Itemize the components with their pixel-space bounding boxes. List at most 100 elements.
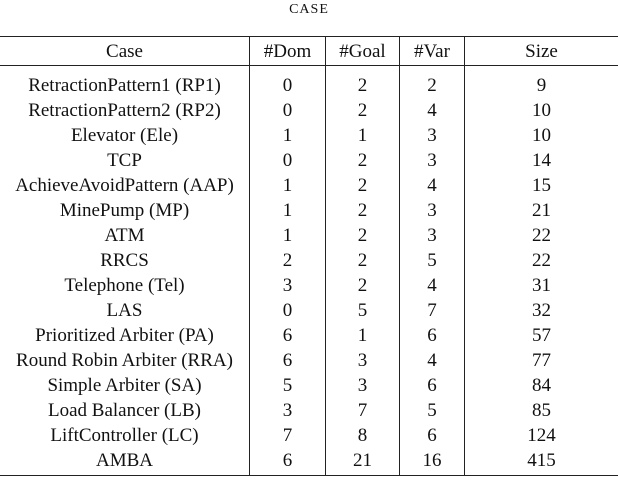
header-goal: #Goal [325,36,400,66]
table-row: LAS 0 5 7 32 [0,298,618,323]
header-size: Size [464,36,618,66]
cell-goal: 2 [325,273,400,298]
cell-var: 3 [399,198,465,223]
table-row: ATM 1 2 3 22 [0,223,618,248]
cell-var: 16 [399,448,465,476]
table-row: Round Robin Arbiter (RRA) 6 3 4 77 [0,348,618,373]
cell-case: Prioritized Arbiter (PA) [35,325,214,346]
table-row: LiftController (LC) 7 8 6 124 [0,423,618,448]
cell-dom: 0 [249,65,326,98]
cell-case: AMBA [95,450,153,471]
case-table: Case #Dom #Goal #Var Size RetractionPatt… [0,36,618,476]
cell-var: 5 [399,398,465,423]
cell-size: 21 [464,198,618,223]
cell-dom: 1 [249,123,326,148]
cell-var: 3 [399,148,465,173]
cell-case: Simple Arbiter (SA) [47,375,202,396]
cell-dom: 0 [249,148,326,173]
cell-goal: 1 [325,323,400,348]
cell-case: Load Balancer (LB) [48,400,201,421]
cell-var: 3 [399,223,465,248]
cell-size: 22 [464,223,618,248]
cell-case: Round Robin Arbiter (RRA) [16,350,233,371]
table-row: RetractionPattern2 (RP2) 0 2 4 10 [0,98,618,123]
cell-goal: 2 [325,65,400,98]
cell-size: 15 [464,173,618,198]
cell-case: LiftController (LC) [50,425,199,446]
cell-dom: 0 [249,298,326,323]
table-row: RRCS 2 2 5 22 [0,248,618,273]
cell-case: LAS [106,300,143,321]
cell-size: 10 [464,123,618,148]
cell-var: 4 [399,273,465,298]
cell-var: 3 [399,123,465,148]
cell-size: 415 [464,448,618,476]
cell-size: 22 [464,248,618,273]
cell-dom: 0 [249,98,326,123]
table-row: AMBA 6 21 16 415 [0,448,618,476]
cell-goal: 2 [325,223,400,248]
cell-size: 14 [464,148,618,173]
cell-var: 4 [399,348,465,373]
cell-goal: 8 [325,423,400,448]
cell-goal: 3 [325,373,400,398]
cell-size: 85 [464,398,618,423]
cell-var: 4 [399,98,465,123]
cell-case: ATM [104,225,145,246]
cell-goal: 7 [325,398,400,423]
cell-case: RetractionPattern1 (RP1) [28,75,221,96]
header-row: Case #Dom #Goal #Var Size [0,36,618,66]
cell-goal: 1 [325,123,400,148]
cell-size: 10 [464,98,618,123]
cell-size: 9 [464,65,618,98]
cell-dom: 6 [249,323,326,348]
cell-dom: 1 [249,173,326,198]
cell-goal: 2 [325,248,400,273]
cell-dom: 1 [249,198,326,223]
table-caption: CASE [289,2,329,17]
cell-dom: 7 [249,423,326,448]
cell-size: 77 [464,348,618,373]
cell-var: 7 [399,298,465,323]
cell-size: 124 [464,423,618,448]
table-row: Load Balancer (LB) 3 7 5 85 [0,398,618,423]
cell-size: 31 [464,273,618,298]
cell-var: 2 [399,65,465,98]
table-row: MinePump (MP) 1 2 3 21 [0,198,618,223]
header-case: Case [106,40,143,62]
cell-size: 57 [464,323,618,348]
table-row: RetractionPattern1 (RP1) 0 2 2 9 [0,65,618,98]
cell-goal: 2 [325,198,400,223]
cell-dom: 5 [249,373,326,398]
table-row: Prioritized Arbiter (PA) 6 1 6 57 [0,323,618,348]
cell-dom: 2 [249,248,326,273]
cell-case: AchieveAvoidPattern (AAP) [15,175,234,196]
cell-case: MinePump (MP) [59,200,190,221]
cell-case: Elevator (Ele) [70,125,179,146]
cell-size: 32 [464,298,618,323]
table-row: Telephone (Tel) 3 2 4 31 [0,273,618,298]
cell-var: 5 [399,248,465,273]
cell-dom: 3 [249,398,326,423]
cell-dom: 6 [249,348,326,373]
cell-case: Telephone (Tel) [64,275,185,296]
cell-var: 4 [399,173,465,198]
cell-dom: 6 [249,448,326,476]
table-row: TCP 0 2 3 14 [0,148,618,173]
table-row: Elevator (Ele) 1 1 3 10 [0,123,618,148]
cell-case: RetractionPattern2 (RP2) [28,100,221,121]
cell-var: 6 [399,373,465,398]
cell-goal: 3 [325,348,400,373]
header-var: #Var [399,36,465,66]
cell-var: 6 [399,423,465,448]
cell-dom: 1 [249,223,326,248]
cell-size: 84 [464,373,618,398]
cell-var: 6 [399,323,465,348]
table-row: Simple Arbiter (SA) 5 3 6 84 [0,373,618,398]
cell-goal: 2 [325,173,400,198]
cell-goal: 5 [325,298,400,323]
cell-goal: 21 [325,448,400,476]
cell-goal: 2 [325,148,400,173]
cell-goal: 2 [325,98,400,123]
table-row: AchieveAvoidPattern (AAP) 1 2 4 15 [0,173,618,198]
